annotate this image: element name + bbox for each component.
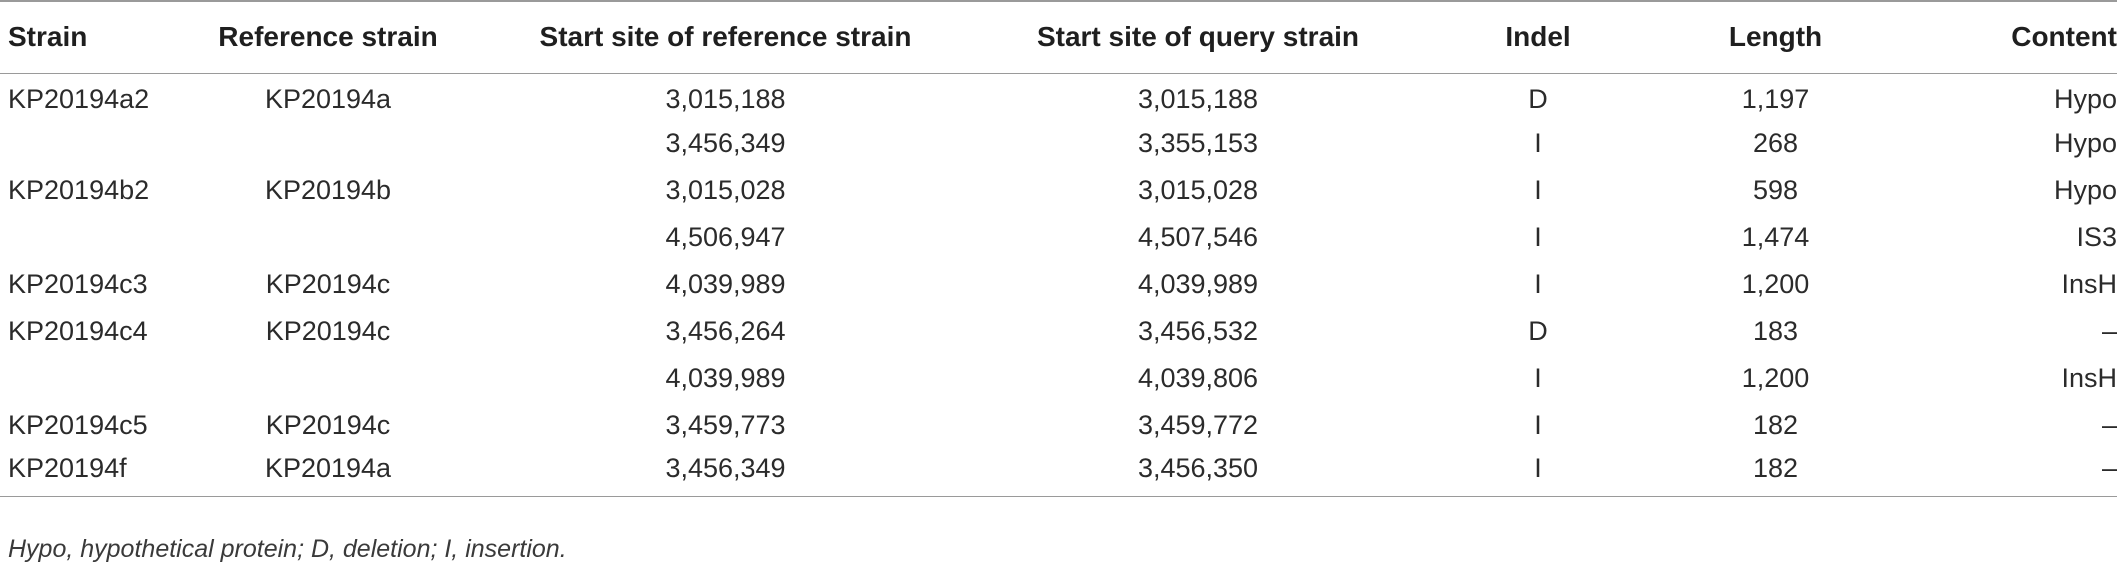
- cell-start-site-reference: 3,459,773: [665, 410, 786, 440]
- cell-start-site-query: 3,015,188: [1137, 84, 1259, 115]
- cell-strain: [0, 214, 193, 261]
- cell-indel: I: [1534, 363, 1542, 393]
- cell-strain: [0, 355, 193, 402]
- table-row: KP20194c4 KP20194c 3,456,264 3,456,532 D…: [0, 308, 2117, 355]
- table-row: 4,506,947 4,507,546 I 1,474 IS3: [0, 214, 2117, 261]
- cell-start-site-reference: 4,039,989: [665, 363, 786, 393]
- table-row: KP20194f KP20194a 3,456,349 3,456,350 I …: [0, 449, 2117, 496]
- cell-start-site-reference: 3,456,264: [665, 316, 786, 346]
- cell-strain: KP20194f: [8, 452, 127, 483]
- cell-start-site-reference: 3,456,349: [665, 452, 786, 483]
- cell-start-site-reference: 3,456,349: [665, 128, 786, 158]
- table-row: KP20194b2 KP20194b 3,015,028 3,015,028 I…: [0, 167, 2117, 214]
- cell-indel: I: [1534, 222, 1542, 252]
- cell-indel: D: [1528, 316, 1548, 346]
- table-row: 4,039,989 4,039,806 I 1,200 InsH: [0, 355, 2117, 402]
- cell-indel: I: [1534, 128, 1542, 158]
- cell-length: 182: [1752, 410, 1799, 440]
- cell-reference-strain: KP20194c: [265, 269, 391, 299]
- cell-start-site-query: 3,459,772: [1137, 410, 1259, 440]
- table-row: 3,456,349 3,355,153 I 268 Hypo: [0, 120, 2117, 167]
- cell-strain: KP20194c5: [8, 410, 148, 440]
- cell-length: 598: [1752, 175, 1799, 205]
- table-row: KP20194c3 KP20194c 4,039,989 4,039,989 I…: [0, 261, 2117, 308]
- cell-length: 1,200: [1741, 363, 1810, 393]
- cell-length: 1,474: [1741, 222, 1810, 252]
- cell-indel: I: [1534, 410, 1542, 440]
- cell-content: InsH: [2061, 269, 2117, 299]
- cell-reference-strain: KP20194c: [265, 316, 391, 346]
- cell-reference-strain: KP20194a: [264, 84, 392, 115]
- cell-start-site-reference: 4,506,947: [665, 222, 786, 252]
- cell-start-site-query: 3,456,350: [1137, 452, 1259, 483]
- header-start-site-query: Start site of query strain: [1036, 21, 1360, 53]
- cell-content: Hypo: [2053, 175, 2117, 205]
- cell-strain: KP20194c4: [8, 316, 148, 346]
- table-header: Strain Reference strain Start site of re…: [0, 1, 2117, 73]
- cell-indel: I: [1534, 452, 1542, 483]
- cell-start-site-query: 3,355,153: [1137, 128, 1259, 158]
- cell-start-site-reference: 3,015,028: [665, 175, 786, 205]
- cell-reference-strain: KP20194b: [264, 175, 392, 205]
- cell-strain: KP20194a2: [8, 84, 150, 115]
- cell-start-site-query: 4,039,989: [1137, 269, 1259, 299]
- cell-reference-strain: [193, 214, 463, 261]
- cell-length: 182: [1752, 452, 1799, 483]
- header-strain: Strain: [8, 21, 88, 53]
- table-body: KP20194a2 KP20194a 3,015,188 3,015,188 D…: [0, 73, 2117, 496]
- cell-content: IS3: [2076, 222, 2117, 252]
- cell-start-site-reference: 4,039,989: [665, 269, 786, 299]
- cell-content: Hypo: [2053, 84, 2117, 115]
- cell-length: 1,197: [1741, 84, 1810, 115]
- cell-indel: I: [1534, 175, 1542, 205]
- cell-content: –: [2101, 410, 2117, 440]
- cell-reference-strain: [193, 355, 463, 402]
- cell-reference-strain: KP20194a: [264, 452, 392, 483]
- header-content: Content: [2011, 21, 2117, 53]
- table-row: KP20194c5 KP20194c 3,459,773 3,459,772 I…: [0, 402, 2117, 449]
- header-length: Length: [1728, 21, 1823, 53]
- cell-strain: KP20194b2: [8, 175, 150, 205]
- cell-start-site-query: 4,039,806: [1137, 363, 1259, 393]
- header-row: Strain Reference strain Start site of re…: [0, 1, 2117, 73]
- table-footnote: Hypo, hypothetical protein; D, deletion;…: [8, 535, 567, 563]
- cell-content: –: [2101, 452, 2117, 483]
- cell-reference-strain: [193, 120, 463, 167]
- cell-content: InsH: [2061, 363, 2117, 393]
- indel-table: Strain Reference strain Start site of re…: [0, 1, 2117, 496]
- header-indel: Indel: [1505, 21, 1571, 53]
- cell-length: 268: [1752, 128, 1799, 158]
- cell-content: –: [2101, 316, 2117, 346]
- cell-length: 1,200: [1741, 269, 1810, 299]
- cell-start-site-query: 3,456,532: [1137, 316, 1259, 346]
- header-start-site-reference: Start site of reference strain: [539, 21, 912, 53]
- indel-table-container: Strain Reference strain Start site of re…: [0, 1, 2117, 496]
- cell-indel: I: [1534, 269, 1542, 299]
- cell-start-site-query: 3,015,028: [1137, 175, 1259, 205]
- cell-start-site-reference: 3,015,188: [665, 84, 786, 115]
- cell-indel: D: [1528, 84, 1548, 115]
- cell-length: 183: [1752, 316, 1799, 346]
- cell-reference-strain: KP20194c: [265, 410, 391, 440]
- table-row: KP20194a2 KP20194a 3,015,188 3,015,188 D…: [0, 73, 2117, 120]
- cell-strain: [0, 120, 193, 167]
- cell-start-site-query: 4,507,546: [1137, 222, 1259, 252]
- cell-content: Hypo: [2053, 128, 2117, 158]
- header-reference-strain: Reference strain: [218, 21, 438, 53]
- cell-strain: KP20194c3: [8, 269, 148, 299]
